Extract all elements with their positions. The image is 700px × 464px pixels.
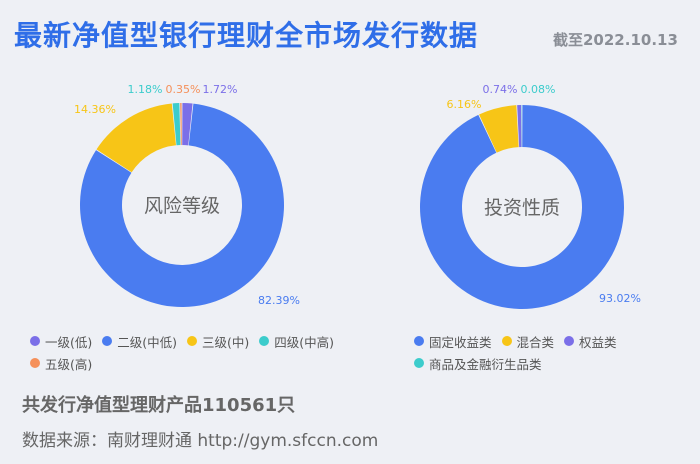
chart0-value-label-3: 1.18% [128, 83, 163, 96]
chart0-value-label-2: 14.36% [74, 103, 116, 116]
chart1-legend-item-1[interactable]: 混合类 [501, 330, 555, 352]
chart0-slice-0 [182, 103, 193, 146]
legend-dot-icon [501, 336, 512, 346]
chart0-center-label: 风险等级 [144, 195, 220, 217]
legend-investment-nature: 固定收益类 混合类 权益类商品及金融衍生品类 [414, 330, 674, 374]
summary-text: 共发行净值型理财产品110561只 [22, 395, 296, 416]
legend-dot-icon [414, 358, 424, 368]
chart1-center-label: 投资性质 [484, 197, 560, 219]
legend-label: 三级(中) [202, 334, 250, 350]
chart1-value-label-3: 0.08% [521, 83, 556, 96]
chart0-legend-item-0[interactable]: 一级(低) [30, 330, 92, 352]
legend-label: 四级(中高) [274, 334, 335, 350]
legend-label: 权益类 [579, 334, 617, 350]
chart0-legend-item-1[interactable]: 二级(中低) [102, 330, 177, 352]
chart1-value-label-2: 0.74% [483, 83, 518, 96]
chart0-value-label-1: 82.39% [258, 294, 300, 307]
chart1-value-label-1: 6.16% [447, 98, 482, 111]
chart1-legend-item-0[interactable]: 固定收益类 [414, 330, 492, 352]
chart1-legend-item-2[interactable]: 权益类 [564, 330, 617, 352]
chart1-value-label-0: 93.02% [599, 292, 641, 305]
legend-label: 商品及金融衍生品类 [429, 356, 542, 372]
chart0-slice-1 [79, 103, 284, 307]
source-text: 数据来源：南财理财通 http://gym.sfccn.com [22, 431, 379, 451]
legend-dot-icon [564, 336, 575, 346]
chart0-slice-3 [172, 103, 181, 146]
chart0-value-label-4: 0.35% [166, 83, 201, 96]
chart0-legend-item-2[interactable]: 三级(中) [187, 330, 249, 352]
legend-dot-icon [259, 336, 270, 346]
legend-label: 一级(低) [45, 334, 93, 350]
legend-dot-icon [187, 336, 198, 346]
legend-dot-icon [414, 336, 424, 346]
legend-dot-icon [30, 336, 40, 346]
chart1-slice-2 [517, 105, 522, 148]
chart0-legend-item-3[interactable]: 四级(中高) [259, 330, 334, 352]
legend-label: 固定收益类 [429, 334, 492, 350]
date-label: 截至2022.10.13 [553, 31, 678, 49]
chart1-legend-item-3[interactable]: 商品及金融衍生品类 [414, 352, 542, 374]
page-title: 最新净值型银行理财全市场发行数据 [14, 19, 479, 52]
legend-label: 五级(高) [45, 356, 93, 372]
chart0-slice-2 [96, 103, 177, 173]
legend-label: 二级(中低) [117, 334, 178, 350]
legend-label: 混合类 [516, 334, 555, 350]
chart0-slice-4 [180, 103, 182, 146]
legend-dot-icon [102, 336, 113, 346]
chart0-legend-item-4[interactable]: 五级(高) [30, 352, 92, 374]
chart0-value-label-0: 1.72% [203, 83, 238, 96]
chart1-slice-1 [479, 105, 519, 153]
legend-risk-level: 一级(低) 二级(中低) 三级(中) 四级(中高) 五级(高) [30, 330, 360, 374]
legend-dot-icon [30, 358, 40, 368]
chart1-slice-0 [420, 105, 624, 309]
